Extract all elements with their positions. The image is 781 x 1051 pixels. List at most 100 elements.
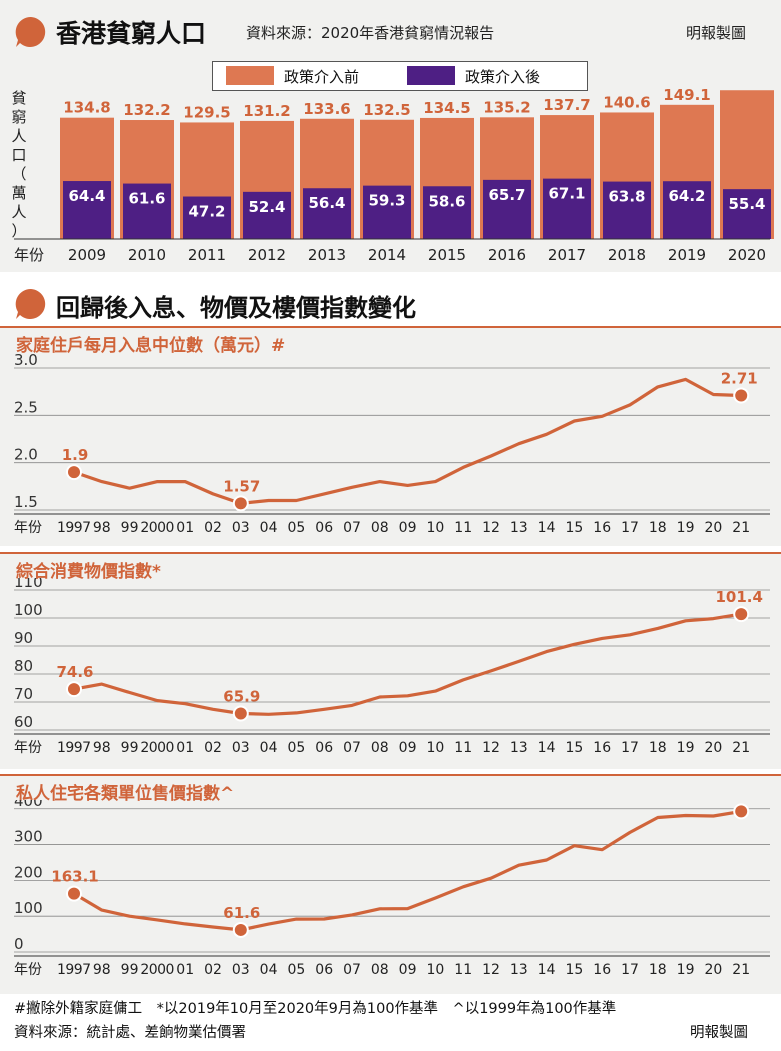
x-tick-label: 17: [621, 962, 639, 978]
x-tick-label: 2015: [428, 246, 466, 264]
x-tick-label: 2016: [488, 246, 526, 264]
x-tick-label: 13: [510, 962, 528, 978]
x-tick-label: 1997: [57, 520, 91, 536]
data-label: 74.6: [56, 663, 93, 681]
x-tick-label: 09: [399, 962, 417, 978]
bar-legend: [212, 61, 588, 91]
series-line: [73, 612, 742, 716]
bar-after-policy: [183, 196, 231, 239]
data-label: 65.9: [223, 687, 260, 705]
bar-value-label-after: 67.1: [548, 185, 585, 203]
bar-value-label-after: 61.6: [128, 190, 165, 208]
x-tick-label: 09: [399, 740, 417, 756]
x-tick-label: 14: [538, 520, 556, 536]
x-tick-label: 10: [426, 962, 444, 978]
y-tick-label: 200: [14, 863, 43, 881]
x-tick-label: 03: [232, 962, 250, 978]
x-tick-label: 19: [677, 962, 695, 978]
x-tick-label: 04: [260, 740, 278, 756]
x-tick-label: 99: [121, 740, 139, 756]
y-axis-label-char: 貧: [11, 89, 26, 107]
property-panel: [0, 776, 781, 994]
bar-value-label-before: 132.2: [123, 101, 170, 119]
y-tick-label: 100: [14, 601, 43, 619]
x-tick-label: 18: [649, 520, 667, 536]
x-axis-label: 年份: [14, 246, 44, 264]
x-tick-label: 05: [287, 520, 305, 536]
x-tick-label: 17: [621, 740, 639, 756]
poverty-credit: 明報製圖: [686, 24, 747, 42]
x-tick-label: 10: [426, 520, 444, 536]
x-tick-label: 99: [121, 520, 139, 536]
x-tick-label: 20: [704, 520, 722, 536]
x-axis-label: 年份: [14, 520, 42, 536]
x-tick-label: 06: [315, 520, 333, 536]
x-tick-label: 15: [565, 740, 583, 756]
y-tick-label: 1.5: [14, 493, 38, 511]
x-tick-label: 04: [260, 520, 278, 536]
x-tick-label: 01: [176, 520, 194, 536]
bar-after-policy: [543, 178, 591, 239]
y-tick-label: 100: [14, 899, 43, 917]
bar-value-label-after: 64.4: [68, 187, 105, 205]
y-tick-label: 3.0: [14, 352, 38, 369]
bar-value-label-after: 63.8: [608, 188, 645, 206]
x-tick-label: 2018: [608, 246, 646, 264]
x-tick-label: 10: [426, 740, 444, 756]
income-top-rule: [0, 326, 781, 328]
x-tick-label: 08: [371, 740, 389, 756]
bar-value-label-after: 47.2: [188, 203, 225, 221]
x-tick-label: 13: [510, 740, 528, 756]
y-tick-label: 300: [14, 828, 43, 846]
x-tick-label: 2000: [140, 962, 174, 978]
y-axis-label-char: （: [11, 165, 26, 183]
bar-value-label-before: 140.6: [603, 93, 650, 111]
x-axis-label: 年份: [14, 740, 42, 756]
y-axis-label-char: 萬: [11, 184, 26, 202]
poverty-source: 資料來源：2020年香港貧窮情況報告: [246, 24, 495, 42]
x-tick-label: 14: [538, 962, 556, 978]
bar-value-label-after: 65.7: [488, 186, 525, 204]
highlight-point: [66, 464, 82, 481]
cpi-chart-title: 綜合消費物價指數*: [16, 562, 161, 582]
x-tick-label: 17: [621, 520, 639, 536]
footnotes: #撇除外籍家庭傭工 *以2019年10月至2020年9月為100作基準 ^以19…: [14, 1001, 617, 1017]
x-tick-label: 15: [565, 520, 583, 536]
bar-after-policy: [243, 191, 291, 239]
data-label: 2.71: [721, 369, 758, 387]
bar-after-policy: [363, 185, 411, 239]
bar-after-policy: [423, 186, 471, 239]
x-tick-label: 21: [732, 520, 750, 536]
legend-label-after: 政策介入後: [465, 68, 541, 86]
bar-value-label-after: 56.4: [308, 194, 345, 212]
x-tick-label: 16: [593, 962, 611, 978]
x-tick-label: 2014: [368, 246, 406, 264]
x-tick-label: 12: [482, 520, 500, 536]
bar-after-policy: [603, 181, 651, 239]
property-chart-title: 私人住宅各類單位售價指數^: [16, 784, 235, 804]
x-tick-label: 07: [343, 520, 361, 536]
x-tick-label: 07: [343, 962, 361, 978]
cpi-line-chart: 60 70 80 90 100 110 年份 1997 98 99 2000 01 02 03 04 05 06…: [14, 578, 770, 756]
legend-label-before: 政策介入前: [284, 68, 360, 86]
x-tick-label: 13: [510, 520, 528, 536]
x-tick-label: 21: [732, 740, 750, 756]
highlight-point: [232, 921, 249, 938]
x-tick-label: 19: [677, 520, 695, 536]
x-tick-label: 20: [704, 962, 722, 978]
series-line: [73, 377, 742, 505]
x-tick-label: 03: [232, 520, 250, 536]
x-tick-label: 11: [454, 740, 472, 756]
data-label: 101.4: [715, 588, 762, 606]
x-tick-label: 16: [593, 740, 611, 756]
data-label: 163.1: [51, 868, 98, 886]
x-tick-label: 06: [315, 740, 333, 756]
x-tick-label: 07: [343, 740, 361, 756]
x-tick-label: 2017: [548, 246, 586, 264]
bar-value-label-before: 131.2: [243, 102, 290, 120]
income-chart-title: 家庭住戶每月入息中位數（萬元）#: [16, 336, 286, 356]
bar-value-label-after: 55.4: [728, 195, 765, 213]
bar-after-policy: [63, 181, 111, 239]
highlight-point: [733, 387, 750, 404]
y-tick-label: 2.5: [14, 398, 38, 416]
